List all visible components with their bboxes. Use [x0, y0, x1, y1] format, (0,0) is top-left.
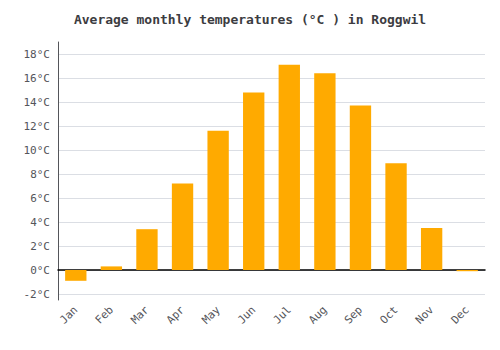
svg-text:Jun: Jun	[235, 303, 258, 326]
svg-text:Mar: Mar	[128, 303, 151, 326]
svg-text:Apr: Apr	[164, 303, 187, 326]
svg-text:6°C: 6°C	[30, 192, 50, 205]
svg-text:Dec: Dec	[449, 303, 472, 326]
svg-text:Feb: Feb	[93, 303, 116, 326]
svg-text:8°C: 8°C	[30, 168, 50, 181]
svg-text:16°C: 16°C	[24, 72, 51, 85]
svg-text:4°C: 4°C	[30, 216, 50, 229]
svg-text:14°C: 14°C	[24, 96, 51, 109]
svg-text:Aug: Aug	[306, 303, 329, 326]
svg-text:Nov: Nov	[413, 303, 436, 326]
svg-text:-2°C: -2°C	[24, 288, 51, 301]
svg-text:18°C: 18°C	[24, 48, 51, 61]
svg-text:Average monthly temperatures (: Average monthly temperatures (°C ) in Ro…	[74, 12, 426, 27]
svg-text:Sep: Sep	[342, 303, 365, 326]
svg-text:0°C: 0°C	[30, 264, 50, 277]
svg-text:2°C: 2°C	[30, 240, 50, 253]
svg-text:10°C: 10°C	[24, 144, 51, 157]
svg-text:Oct: Oct	[377, 303, 400, 326]
svg-text:Jan: Jan	[57, 303, 80, 326]
svg-text:Jul: Jul	[271, 303, 294, 326]
svg-text:May: May	[199, 303, 222, 326]
svg-text:12°C: 12°C	[24, 120, 51, 133]
